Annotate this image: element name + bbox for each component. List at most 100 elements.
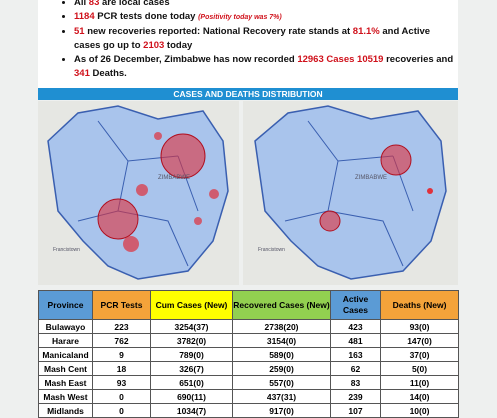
bullet-text: and Active cases go up to xyxy=(74,26,431,51)
header-cell: Recovered Cases (New) xyxy=(232,290,331,320)
cell: 18 xyxy=(92,361,151,376)
bubble xyxy=(209,189,219,199)
map: ZIMBABWE Francistown xyxy=(254,105,447,280)
cell: 147(0) xyxy=(380,333,459,348)
cell: 437(31) xyxy=(232,389,331,404)
cell: 589(0) xyxy=(232,347,331,362)
cell: 762 xyxy=(92,333,151,348)
bullet: As of 26 December, Zimbabwe has now reco… xyxy=(74,53,458,81)
header-cell: Active Cases xyxy=(330,290,381,320)
cell: 107 xyxy=(330,403,381,418)
country-shape xyxy=(254,105,447,280)
map-panel: ZIMBABWE Francistown xyxy=(243,101,458,285)
bubble xyxy=(123,236,139,252)
cell: 163 xyxy=(330,347,381,362)
bullet-text: All xyxy=(74,0,89,8)
town-label: Francistown xyxy=(258,247,285,253)
cell: 14(0) xyxy=(380,389,459,404)
province-cell: Mash Cent xyxy=(38,361,93,376)
bubble xyxy=(97,198,139,240)
header-cell: Cum Cases (New) xyxy=(150,290,233,320)
bullet-text: 83 xyxy=(88,0,100,8)
bullet-text: 12963 xyxy=(297,54,324,65)
map: ZIMBABWE Francistown xyxy=(47,105,229,280)
bullet-text: PCR tests done today xyxy=(94,11,199,22)
bullet-text: 81.1% xyxy=(352,26,380,37)
bullet-text: 341 xyxy=(74,68,90,79)
cell: 11(0) xyxy=(380,375,459,390)
bullet: 1184 PCR tests done today (Positivity to… xyxy=(74,10,458,25)
bullet-text: today xyxy=(164,40,193,51)
bullet-text: Cases xyxy=(323,54,358,65)
cell: 37(0) xyxy=(380,347,459,362)
bullet-text: 2103 xyxy=(143,40,165,51)
bullet-text: new recoveries reported: National Recove… xyxy=(84,26,353,37)
country-label: ZIMBABWE xyxy=(158,175,190,181)
bullet-text: 51 xyxy=(74,26,85,37)
row: Mash Cent 18 326(7) 259(0) 62 5(0) xyxy=(38,361,459,376)
cell: 3254(37) xyxy=(150,319,233,334)
country-label: ZIMBABWE xyxy=(355,175,387,181)
cell: 223 xyxy=(92,319,151,334)
summary: All 83 are local cases1184 PCR tests don… xyxy=(38,0,458,88)
table: Province PCR Tests Cum Cases (New) Recovere… xyxy=(38,290,459,418)
row: Midlands 0 1034(7) 917(0) 107 10(0) xyxy=(38,403,459,418)
cell: 83 xyxy=(330,375,381,390)
header-cell: PCR Tests xyxy=(92,290,151,320)
bubble xyxy=(427,188,433,194)
bullet-text: As of 26 December, Zimbabwe has now reco… xyxy=(74,54,298,65)
bubble xyxy=(136,184,148,196)
province-cell: Mash West xyxy=(38,389,93,404)
cell: 557(0) xyxy=(232,375,331,390)
cell: 1034(7) xyxy=(150,403,233,418)
bullet: All 83 are local cases xyxy=(74,0,458,10)
bullet-text: 1184 xyxy=(74,11,95,22)
cell: 326(7) xyxy=(150,361,233,376)
row: Mash East 93 651(0) 557(0) 83 11(0) xyxy=(38,375,459,390)
bullet-text: are local cases xyxy=(99,0,170,8)
bullet-text: Deaths. xyxy=(89,68,127,79)
bullet-text: (Positivity today was 7%) xyxy=(198,14,282,21)
bullet-text: recoveries and xyxy=(383,54,454,65)
cell: 481 xyxy=(330,333,381,348)
header-cell: Province xyxy=(38,290,93,320)
section-title: CASES AND DEATHS DISTRIBUTION xyxy=(38,88,458,100)
cell: 9 xyxy=(92,347,151,362)
row: Mash West 0 690(11) 437(31) 239 14(0) xyxy=(38,389,459,404)
bubble xyxy=(319,210,341,232)
province-cell: Midlands xyxy=(38,403,93,418)
cell: 917(0) xyxy=(232,403,331,418)
header-cell: Deaths (New) xyxy=(380,290,459,320)
bullet: 51 new recoveries reported: National Rec… xyxy=(74,25,458,53)
cell: 62 xyxy=(330,361,381,376)
cell: 259(0) xyxy=(232,361,331,376)
cell: 423 xyxy=(330,319,381,334)
cell: 2738(20) xyxy=(232,319,331,334)
bullet-text: 10519 xyxy=(357,54,384,65)
province-cell: Bulawayo xyxy=(38,319,93,334)
province-cell: Mash East xyxy=(38,375,93,390)
bubble xyxy=(154,132,162,140)
cell: 3154(0) xyxy=(232,333,331,348)
map-panel: ZIMBABWE Francistown xyxy=(38,101,239,285)
cell: 0 xyxy=(92,403,151,418)
town-label: Francistown xyxy=(53,247,80,253)
cell: 10(0) xyxy=(380,403,459,418)
cell: 651(0) xyxy=(150,375,233,390)
row: Harare 762 3782(0) 3154(0) 481 147(0) xyxy=(38,333,459,348)
cell: 690(11) xyxy=(150,389,233,404)
cell: 0 xyxy=(92,389,151,404)
bullet-list: All 83 are local cases1184 PCR tests don… xyxy=(38,0,458,81)
province-cell: Harare xyxy=(38,333,93,348)
cell: 93 xyxy=(92,375,151,390)
bubble xyxy=(380,144,412,176)
row: Bulawayo 223 3254(37) 2738(20) 423 93(0) xyxy=(38,319,459,334)
province-cell: Manicaland xyxy=(38,347,93,362)
cell: 3782(0) xyxy=(150,333,233,348)
cell: 789(0) xyxy=(150,347,233,362)
header-row: Province PCR Tests Cum Cases (New) Recovere… xyxy=(38,290,459,320)
row: Manicaland 9 789(0) 589(0) 163 37(0) xyxy=(38,347,459,362)
cell: 239 xyxy=(330,389,381,404)
bubble xyxy=(194,217,202,225)
